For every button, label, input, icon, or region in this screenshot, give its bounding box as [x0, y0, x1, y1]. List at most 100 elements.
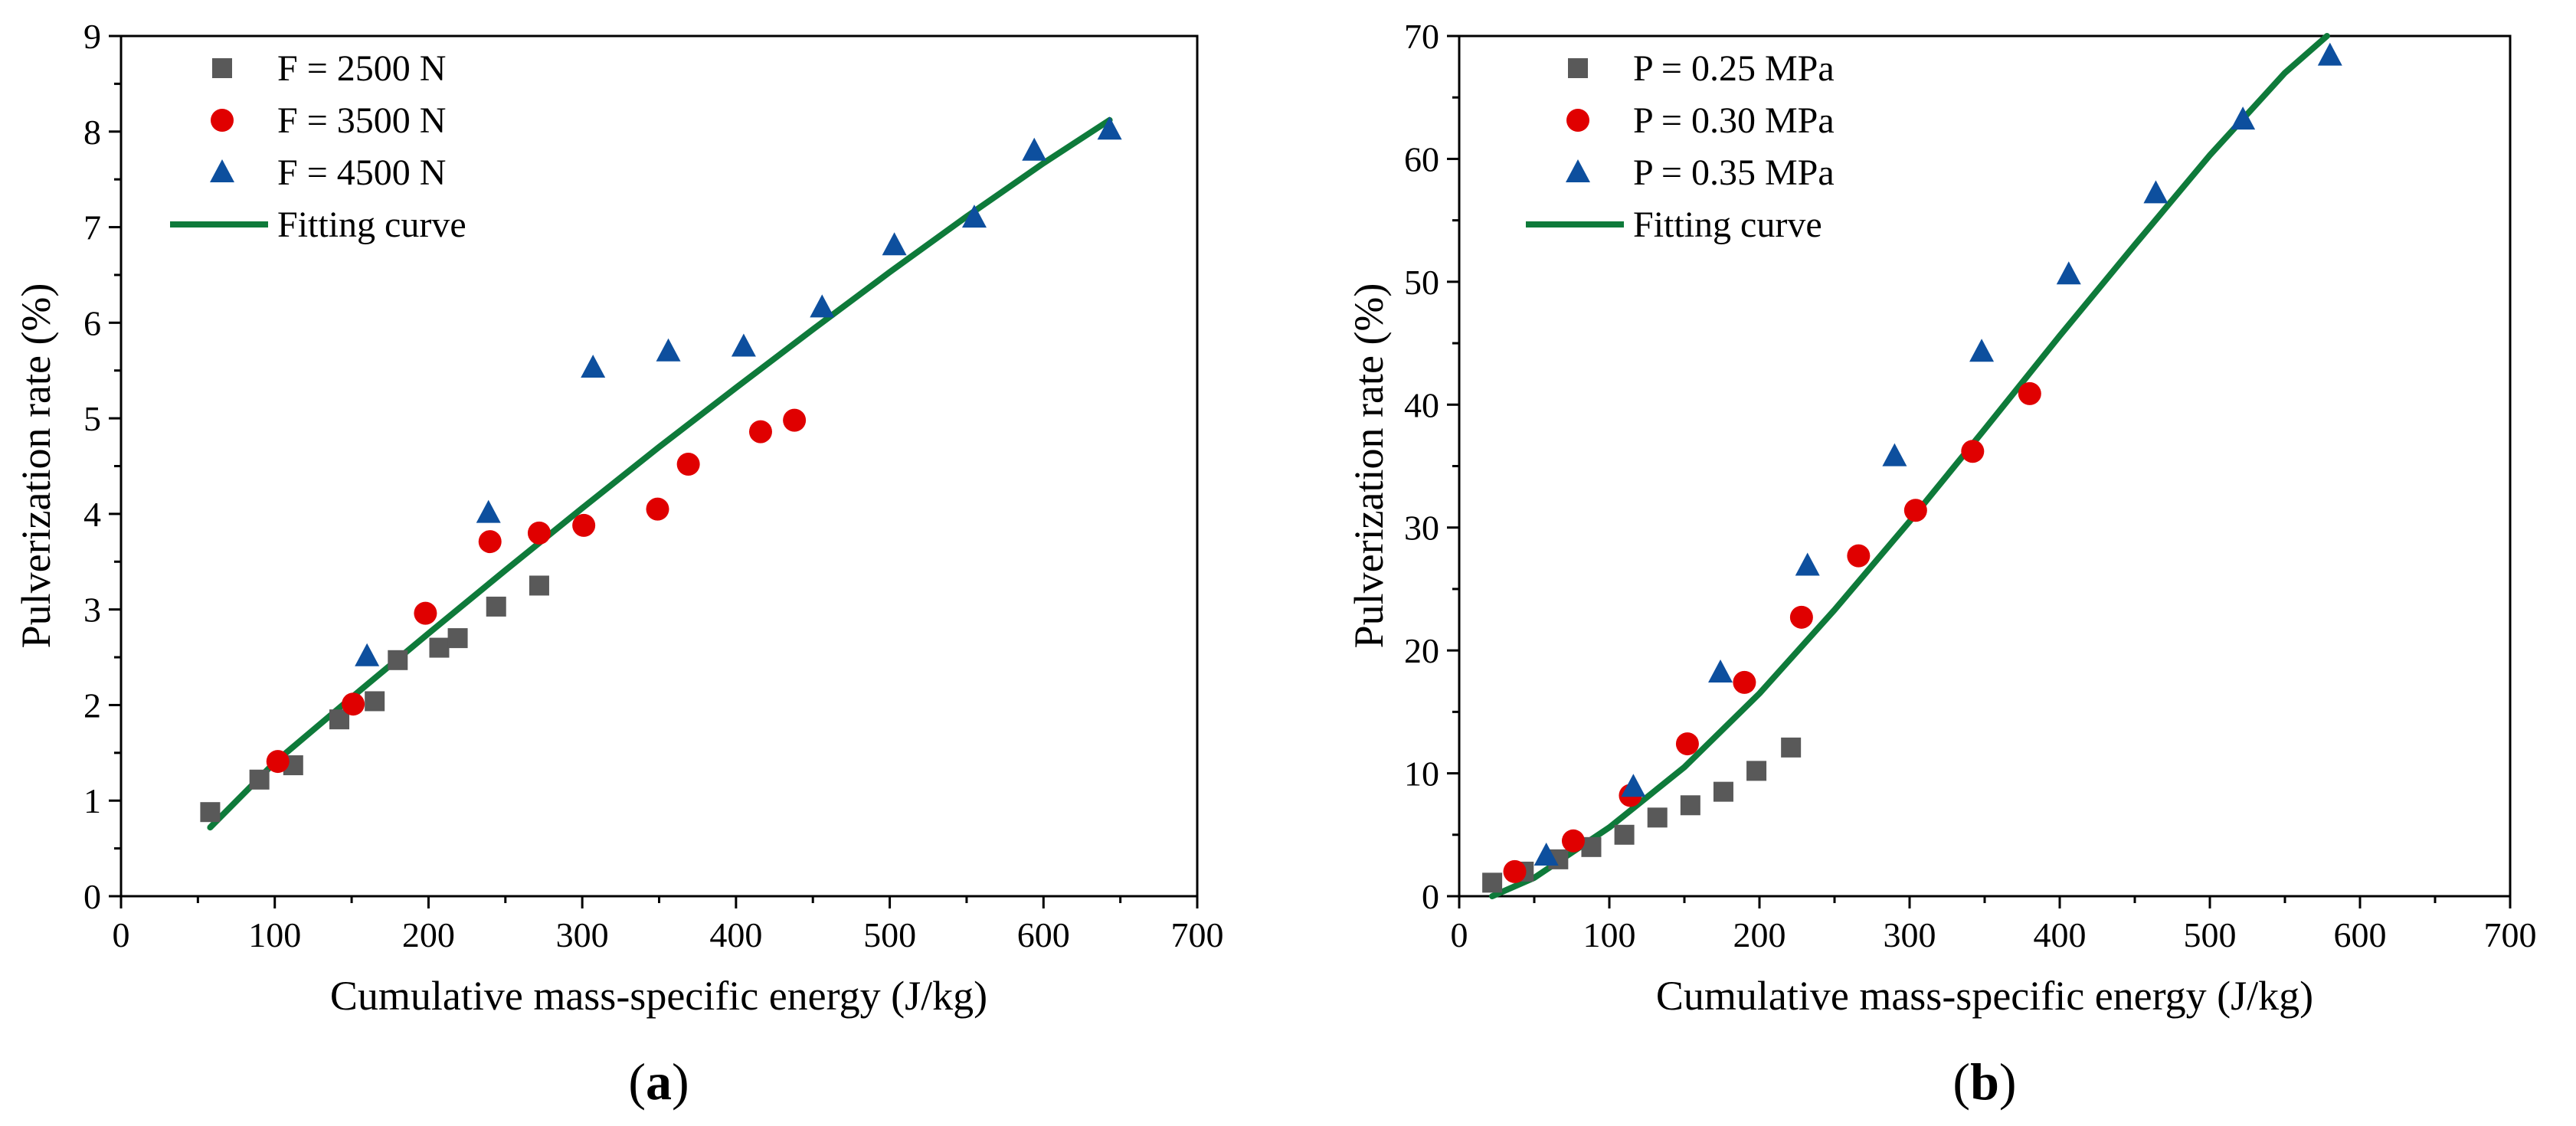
panel-letter-a: a: [646, 1052, 672, 1111]
fit-line-group-b: [1489, 33, 2330, 899]
x-axis-label-b: Cumulative mass-specific energy (J/kg): [1656, 973, 2313, 1019]
data-point-circle: [1903, 499, 1927, 522]
data-point-circle: [572, 513, 596, 537]
data-point-circle: [783, 408, 807, 432]
data-point-circle: [2018, 381, 2041, 405]
legend-marker-square-a: [212, 58, 232, 78]
y-tick-label-b: 10: [1404, 754, 1439, 794]
data-point-circle: [1789, 605, 1813, 629]
legend-marker-triangle-a: [210, 159, 234, 182]
data-point-triangle: [355, 643, 380, 666]
x-tick-label-a: 600: [1017, 915, 1070, 954]
data-point-square: [1713, 781, 1733, 802]
data-point-square: [365, 691, 385, 712]
y-tick-label-a: 1: [83, 781, 101, 820]
data-point-triangle: [1795, 552, 1820, 576]
data-point-triangle: [1882, 443, 1907, 466]
data-point-square: [1746, 761, 1767, 781]
y-tick-label-a: 0: [83, 877, 101, 916]
plot-frame-b: [1458, 34, 2512, 898]
x-tick-label-a: 700: [1171, 915, 1224, 954]
x-tick-label-a: 400: [709, 915, 762, 954]
series-triangle-b: [1533, 42, 2342, 866]
legend-label-square-a: F = 2500 N: [277, 48, 446, 89]
panel-open-a: (: [628, 1052, 646, 1111]
data-point-square: [486, 596, 506, 617]
legend-marker-circle-a: [211, 109, 234, 132]
x-tick-label-b: 0: [1451, 915, 1468, 954]
y-tick-label-a: 4: [83, 495, 101, 534]
data-point-square: [1482, 872, 1503, 893]
data-point-circle: [527, 521, 551, 545]
y-tick-label-a: 3: [83, 591, 101, 630]
data-point-triangle: [2056, 261, 2081, 285]
data-point-square: [200, 802, 221, 823]
x-tick-label-a: 300: [556, 915, 609, 954]
data-points-a: [200, 116, 1122, 823]
axis-ticks-a: [109, 34, 1199, 908]
legend-label-fit-a: Fitting curve: [277, 205, 466, 245]
data-point-triangle: [2143, 180, 2168, 204]
legend-label-circle-a: F = 3500 N: [277, 100, 446, 141]
data-point-triangle: [1022, 137, 1047, 161]
data-point-circle: [676, 453, 700, 476]
x-tick-labels-a: 0 100 200 300 400 500 600 700: [113, 915, 1224, 954]
series-circle-a: [266, 408, 807, 774]
fitting-curve-b: [1489, 33, 2330, 899]
chart-b: 0 10 20 30 40 50 60 70 0 100 200 300 400 500 600 700 C…: [1346, 17, 2537, 1111]
data-point-circle: [414, 601, 437, 625]
data-point-circle: [1503, 859, 1527, 883]
data-points-b: [1482, 42, 2342, 893]
data-point-triangle: [961, 205, 987, 228]
series-circle-b: [1503, 381, 2041, 883]
data-point-circle: [1675, 732, 1699, 756]
panel-letter-b: b: [1970, 1052, 1999, 1111]
data-point-triangle: [581, 354, 606, 378]
x-tick-labels-b: 0 100 200 300 400 500 600 700: [1451, 915, 2537, 954]
legend-label-triangle-b: P = 0.35 MPa: [1633, 152, 1835, 193]
y-tick-label-b: 0: [1422, 877, 1439, 916]
y-axis-label-b: Pulverization rate (%): [1346, 283, 1392, 649]
y-tick-label-a: 5: [83, 399, 101, 438]
data-point-triangle: [1621, 774, 1646, 797]
y-tick-label-a: 6: [83, 303, 101, 342]
legend-marker-circle-b: [1566, 109, 1589, 132]
data-point-square: [1614, 824, 1635, 845]
data-point-square: [249, 769, 270, 790]
legend-label-square-b: P = 0.25 MPa: [1633, 48, 1835, 89]
data-point-triangle: [882, 232, 907, 256]
legend-b: P = 0.25 MPa P = 0.30 MPa P = 0.35 MPa Fitt…: [1526, 48, 1835, 245]
x-tick-label-b: 500: [2184, 915, 2237, 954]
data-point-triangle: [2231, 106, 2256, 130]
y-tick-label-b: 50: [1404, 263, 1439, 302]
legend-marker-square-b: [1568, 58, 1588, 78]
panel-close-a: ): [672, 1052, 689, 1111]
data-point-triangle: [1533, 843, 1559, 866]
series-square-a: [200, 575, 549, 823]
panel-close-b: ): [1999, 1052, 2017, 1111]
x-tick-label-b: 600: [2334, 915, 2387, 954]
data-point-circle: [266, 750, 290, 774]
x-axis-label-a: Cumulative mass-specific energy (J/kg): [330, 973, 987, 1019]
panel-open-b: (: [1952, 1052, 1970, 1111]
x-tick-label-b: 300: [1884, 915, 1936, 954]
data-point-triangle: [731, 333, 756, 357]
data-point-triangle: [1969, 339, 1995, 362]
legend-a: F = 2500 N F = 3500 N F = 4500 N Fitting cu…: [170, 48, 466, 245]
data-point-circle: [342, 692, 365, 716]
y-tick-label-b: 20: [1404, 631, 1439, 670]
y-tick-label-b: 40: [1404, 385, 1439, 424]
data-point-triangle: [656, 338, 681, 362]
data-point-square: [529, 575, 549, 596]
legend-label-fit-b: Fitting curve: [1633, 205, 1822, 245]
data-point-circle: [1847, 544, 1871, 568]
y-tick-label-b: 60: [1404, 139, 1439, 178]
y-axis-label-a: Pulverization rate (%): [13, 283, 59, 649]
data-point-circle: [748, 420, 772, 444]
data-point-square: [429, 637, 450, 658]
data-point-circle: [1961, 440, 1985, 463]
y-tick-labels-a: 0 1 2 3 4 5 6 7 8 9: [83, 17, 101, 916]
panel-label-b: (b): [1952, 1052, 2016, 1111]
data-point-square: [447, 628, 468, 649]
